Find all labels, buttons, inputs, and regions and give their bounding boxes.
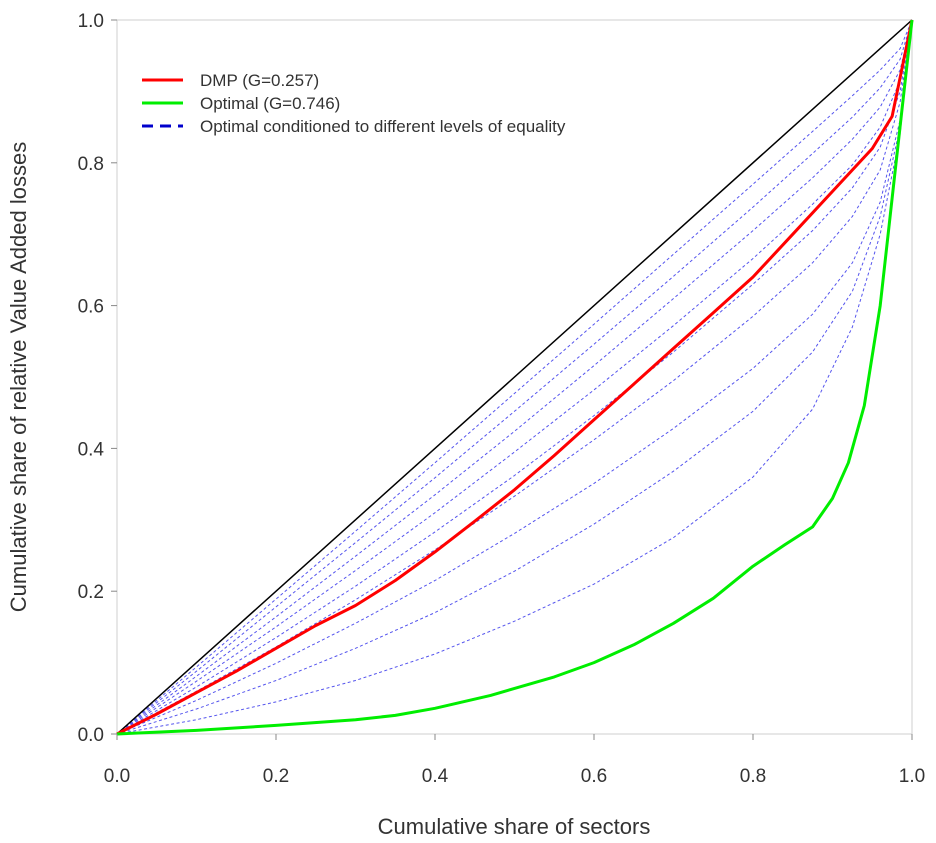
dmp-line bbox=[116, 19, 914, 736]
conditioned-curve-7 bbox=[116, 19, 913, 735]
conditioned-curve-5 bbox=[116, 19, 913, 735]
conditioned-curve-3 bbox=[116, 19, 913, 735]
plot-frame bbox=[116, 19, 913, 735]
x-axis-title: Cumulative share of sectors bbox=[378, 814, 651, 839]
legend-label-1: DMP (G=0.257) bbox=[200, 71, 319, 90]
y-tick-label: 0.4 bbox=[78, 439, 105, 460]
series-lines bbox=[116, 19, 914, 736]
x-tick-label: 0.0 bbox=[104, 766, 130, 787]
optimal-line bbox=[116, 19, 914, 736]
conditioned-curve-6 bbox=[116, 19, 913, 735]
x-tick-label: 0.6 bbox=[581, 766, 607, 787]
x-axis: 0.0 0.2 0.4 0.6 0.8 1.0 bbox=[104, 734, 925, 787]
y-tick-label: 0.6 bbox=[78, 297, 104, 318]
equality-line bbox=[116, 19, 913, 735]
y-tick-label: 0.8 bbox=[78, 154, 104, 175]
x-tick-label: 0.8 bbox=[740, 766, 766, 787]
conditioned-curve-8 bbox=[116, 19, 913, 735]
x-tick-label: 0.2 bbox=[263, 766, 289, 787]
legend-label-3: Optimal conditioned to different levels … bbox=[200, 117, 566, 136]
legend-label-2: Optimal (G=0.746) bbox=[200, 94, 340, 113]
y-axis: 0.0 0.2 0.4 0.6 0.8 1.0 bbox=[78, 11, 117, 746]
y-axis-title: Cumulative share of relative Value Added… bbox=[6, 142, 31, 612]
y-tick-label: 1.0 bbox=[78, 11, 104, 32]
x-tick-label: 1.0 bbox=[899, 766, 925, 787]
conditioned-curve-2 bbox=[116, 19, 913, 735]
x-tick-label: 0.4 bbox=[422, 766, 449, 787]
y-tick-label: 0.2 bbox=[78, 582, 104, 603]
legend: DMP (G=0.257) Optimal (G=0.746) Optimal co… bbox=[142, 71, 566, 136]
conditioned-curve-4 bbox=[116, 19, 913, 735]
conditioned-curve-1 bbox=[116, 19, 913, 735]
conditioned-curves bbox=[116, 19, 913, 735]
y-tick-label: 0.0 bbox=[78, 725, 104, 746]
